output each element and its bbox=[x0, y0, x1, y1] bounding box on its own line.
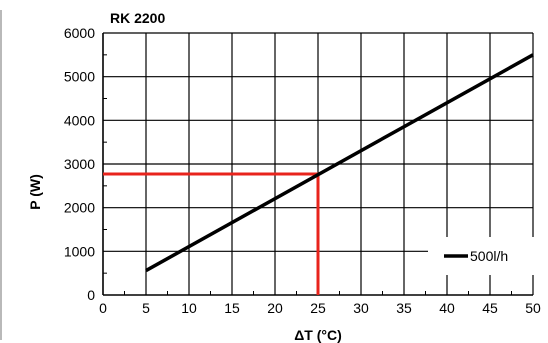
x-tick-label: 30 bbox=[353, 300, 369, 316]
legend-label: 500l/h bbox=[470, 248, 508, 264]
x-tick-label: 25 bbox=[310, 300, 326, 316]
x-tick-label: 20 bbox=[267, 300, 283, 316]
y-tick-labels: 0 1000 2000 3000 4000 5000 6000 bbox=[64, 25, 95, 303]
left-edge-border bbox=[0, 10, 2, 340]
x-tick-label: 0 bbox=[99, 300, 107, 316]
series-line bbox=[145, 53, 534, 273]
y-tick-label: 6000 bbox=[64, 25, 95, 41]
x-tick-label: 15 bbox=[224, 300, 240, 316]
legend: 500l/h bbox=[428, 237, 534, 275]
y-tick-label: 2000 bbox=[64, 200, 95, 216]
y-tick-label: 5000 bbox=[64, 69, 95, 85]
x-tick-label: 40 bbox=[439, 300, 455, 316]
x-tick-label: 35 bbox=[396, 300, 412, 316]
series-group bbox=[145, 53, 534, 273]
y-tick-label: 3000 bbox=[64, 156, 95, 172]
y-tick-label: 1000 bbox=[64, 243, 95, 259]
reference-lines bbox=[103, 172, 320, 295]
x-tick-label: 45 bbox=[482, 300, 498, 316]
y-tick-label: 4000 bbox=[64, 112, 95, 128]
y-tick-label: 0 bbox=[87, 287, 95, 303]
x-tick-label: 10 bbox=[181, 300, 197, 316]
x-axis-title: ΔT (°C) bbox=[294, 327, 342, 343]
chart-title: RK 2200 bbox=[110, 10, 165, 26]
x-tick-labels: 0 5 10 15 20 25 30 35 40 45 50 bbox=[99, 300, 541, 316]
x-tick-label: 50 bbox=[525, 300, 541, 316]
x-tick-label: 5 bbox=[142, 300, 150, 316]
y-axis-title: P (W) bbox=[27, 174, 43, 210]
